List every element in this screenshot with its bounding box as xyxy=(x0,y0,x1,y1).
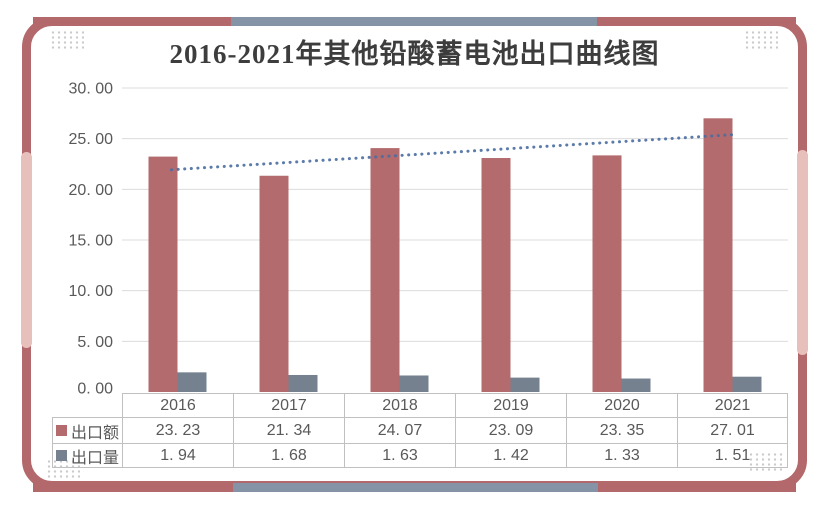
value-label: 1. 63 xyxy=(382,446,418,464)
legend-cell-出口量: 出口量 xyxy=(52,443,122,468)
year-cell-2021: 2021 xyxy=(677,393,788,417)
legend-swatch-icon xyxy=(56,450,67,461)
value-cell-出口量-2017: 1. 68 xyxy=(233,443,344,468)
value-cell-出口额-2019: 23. 09 xyxy=(455,417,566,443)
bar-出口量-2021 xyxy=(732,376,762,392)
value-cell-出口额-2020: 23. 35 xyxy=(566,417,677,443)
bar-出口量-2016 xyxy=(177,372,207,392)
top-accent-bar-right xyxy=(597,17,796,26)
value-cell-出口量-2020: 1. 33 xyxy=(566,443,677,468)
bar-出口量-2018 xyxy=(399,375,429,392)
y-axis-tick-label: 5. 00 xyxy=(77,334,113,351)
y-axis-tick-label: 25. 00 xyxy=(69,131,114,148)
legend-label: 出口量 xyxy=(71,449,120,467)
value-label: 24. 07 xyxy=(377,421,423,439)
corner-dots-top-right xyxy=(744,30,778,49)
year-cell-2017: 2017 xyxy=(233,393,344,417)
value-cell-出口额-2018: 24. 07 xyxy=(344,417,455,443)
corner-dots-bottom-left xyxy=(46,459,80,478)
top-accent-bar-middle xyxy=(231,17,597,26)
value-cell-出口额-2021: 27. 01 xyxy=(677,417,788,443)
value-label: 23. 09 xyxy=(488,421,534,439)
value-label: 23. 35 xyxy=(599,421,645,439)
year-label: 2017 xyxy=(271,396,307,414)
value-label: 1. 68 xyxy=(271,446,307,464)
y-axis-tick-label: 15. 00 xyxy=(69,233,114,250)
value-label: 1. 94 xyxy=(160,446,196,464)
value-label: 23. 23 xyxy=(155,421,201,439)
data-table: 2016 2017 2018 2019 2020 2021 出口额 23. 23 21. 34 2… xyxy=(52,393,789,469)
bar-出口量-2019 xyxy=(510,377,540,392)
legend-label: 出口额 xyxy=(71,424,120,442)
value-cell-出口量-2021: 1. 51 xyxy=(677,443,788,468)
top-accent-bar-left xyxy=(33,17,231,26)
value-label: 27. 01 xyxy=(710,421,755,439)
bottom-accent-bar-left xyxy=(33,483,233,492)
year-label: 2018 xyxy=(382,396,418,414)
y-axis-tick-label: 0. 00 xyxy=(77,381,113,398)
bar-出口量-2020 xyxy=(621,378,651,392)
year-cell-2016: 2016 xyxy=(122,393,233,417)
legend-cell-出口额: 出口额 xyxy=(52,417,122,443)
bar-出口量-2017 xyxy=(288,374,318,392)
year-cell-2019: 2019 xyxy=(455,393,566,417)
value-label: 1. 33 xyxy=(604,446,640,464)
value-label: 21. 34 xyxy=(266,421,312,439)
bar-出口额-2019 xyxy=(481,158,511,392)
value-label: 1. 51 xyxy=(714,446,751,464)
value-cell-出口量-2016: 1. 94 xyxy=(122,443,233,468)
value-label: 1. 42 xyxy=(493,446,529,464)
bottom-accent-bar-middle xyxy=(233,483,598,492)
left-accent-pink-bar xyxy=(21,152,32,348)
y-axis-tick-label: 30. 00 xyxy=(69,81,114,98)
bar-出口额-2021 xyxy=(703,118,733,392)
right-accent-pink-bar xyxy=(797,150,808,355)
bar-出口额-2018 xyxy=(370,148,400,392)
corner-dots-top-left xyxy=(50,30,84,49)
bar-出口额-2020 xyxy=(592,155,622,392)
year-label: 2020 xyxy=(604,396,640,414)
year-cell-2020: 2020 xyxy=(566,393,677,417)
value-cell-出口额-2017: 21. 34 xyxy=(233,417,344,443)
legend-swatch-icon xyxy=(56,425,67,436)
year-cell-2018: 2018 xyxy=(344,393,455,417)
trendline-出口额 xyxy=(170,132,738,172)
chart-title: 2016-2021年其他铅酸蓄电池出口曲线图 xyxy=(169,39,660,69)
year-label: 2019 xyxy=(493,396,529,414)
year-label: 2016 xyxy=(160,396,196,414)
value-cell-出口量-2018: 1. 63 xyxy=(344,443,455,468)
value-cell-出口额-2016: 23. 23 xyxy=(122,417,233,443)
year-label: 2021 xyxy=(714,396,751,414)
bar-出口额-2017 xyxy=(259,175,289,392)
corner-dots-bottom-right xyxy=(748,452,782,471)
y-axis-tick-label: 10. 00 xyxy=(69,283,114,300)
value-cell-出口量-2019: 1. 42 xyxy=(455,443,566,468)
bottom-accent-bar-right xyxy=(598,483,796,492)
bar-出口额-2016 xyxy=(148,156,178,392)
y-axis-tick-label: 20. 00 xyxy=(69,182,114,199)
